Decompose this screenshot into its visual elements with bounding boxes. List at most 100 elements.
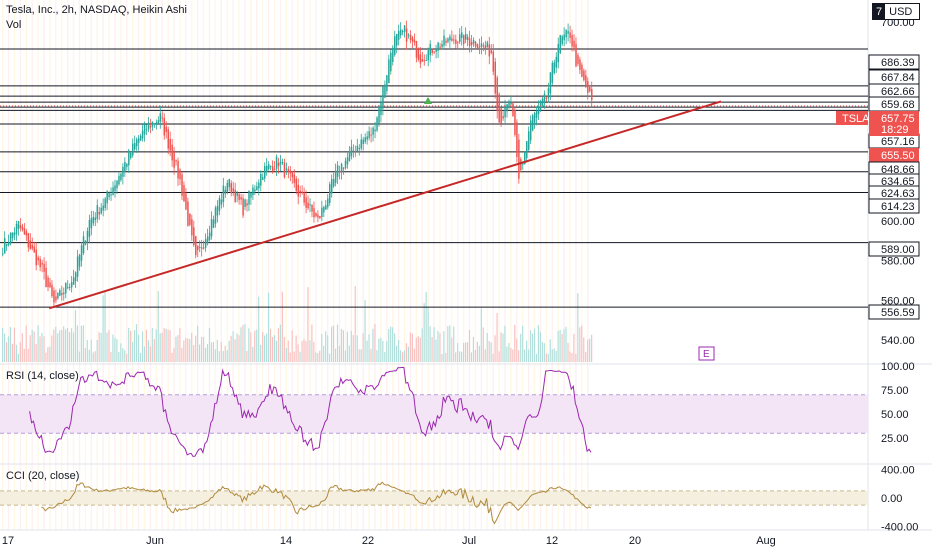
- candle-body: [88, 219, 91, 237]
- volume-bar: [218, 351, 220, 362]
- currency-selector[interactable]: 7 USD: [872, 3, 920, 20]
- volume-bar: [260, 344, 262, 362]
- candle-body: [439, 46, 441, 48]
- candle-body: [76, 256, 79, 277]
- candle-body: [49, 282, 51, 288]
- volume-bar: [327, 335, 329, 362]
- candle-body: [403, 25, 406, 32]
- volume-bar: [526, 340, 528, 362]
- candle-body: [197, 245, 199, 250]
- volume-bar: [334, 348, 337, 362]
- candle-body: [124, 162, 126, 172]
- volume-bar: [506, 346, 508, 362]
- candle-body: [120, 173, 122, 181]
- candle-body: [569, 32, 571, 38]
- volume-bar: [571, 353, 573, 362]
- candle-body: [159, 113, 162, 122]
- volume-bar: [139, 353, 142, 362]
- volume-bar: [230, 335, 232, 362]
- session-stripe: [545, 0, 548, 530]
- candle-body: [555, 56, 558, 68]
- session-stripe: [232, 0, 234, 530]
- candle-body: [571, 35, 573, 47]
- candle-body: [563, 34, 565, 41]
- volume-bar: [591, 334, 593, 362]
- candle-body: [98, 211, 101, 215]
- candle-body: [187, 201, 189, 226]
- volume-bar: [5, 342, 8, 362]
- candle-body: [579, 59, 581, 70]
- session-stripe: [309, 0, 311, 530]
- volume-bar: [53, 329, 55, 362]
- volume-bar: [37, 325, 39, 362]
- volume-bar: [512, 349, 514, 362]
- volume-bar: [329, 353, 331, 362]
- candle-body: [189, 213, 191, 225]
- level-lines: [0, 48, 868, 308]
- session-stripe: [226, 0, 228, 530]
- session-stripe: [143, 0, 146, 530]
- volume-bar: [78, 351, 81, 362]
- volume-bar: [421, 328, 423, 362]
- volume-bar: [171, 352, 173, 362]
- candle-body: [169, 139, 171, 151]
- candle-body: [551, 63, 554, 83]
- candle-body: [165, 126, 168, 133]
- candle-body: [342, 167, 345, 169]
- volume-bar: [547, 353, 549, 362]
- volume-bar: [529, 330, 532, 362]
- session-stripe: [96, 0, 98, 530]
- candle-body: [348, 151, 351, 161]
- candle-body: [291, 171, 294, 178]
- candle-body: [423, 60, 426, 62]
- volume-bar: [277, 328, 279, 362]
- candle-body: [447, 38, 449, 42]
- level-label-box: [869, 148, 919, 162]
- candle-body: [7, 242, 10, 245]
- session-stripe: [533, 0, 536, 530]
- session-stripe: [126, 0, 128, 530]
- rsi-tick: 50.00: [881, 409, 909, 421]
- candle-body: [224, 189, 227, 194]
- candle-body: [405, 28, 408, 42]
- candle-body: [279, 161, 282, 165]
- candle-body: [522, 163, 524, 165]
- candle-body: [82, 236, 85, 254]
- candle-body: [149, 125, 152, 128]
- session-stripe: [433, 0, 435, 530]
- candle-body: [230, 183, 233, 194]
- volume-bar: [480, 308, 482, 362]
- volume-bar: [431, 336, 433, 362]
- price-tick: 560.00: [881, 295, 915, 307]
- volume-bar: [254, 330, 256, 362]
- candle-body: [137, 138, 140, 143]
- volume-bar: [425, 291, 427, 362]
- candle-body: [427, 50, 430, 61]
- candle-body: [490, 50, 493, 53]
- candle-body: [441, 43, 443, 48]
- candle-body: [575, 44, 577, 67]
- volume-bar: [423, 303, 425, 362]
- candle-body: [526, 141, 528, 159]
- session-stripe: [137, 0, 140, 530]
- candle-body: [401, 30, 404, 33]
- candle-body: [214, 207, 217, 224]
- volume-bar: [451, 337, 453, 362]
- candle-body: [51, 284, 53, 297]
- bar-countdown: 18:29: [881, 124, 909, 136]
- candle-body: [78, 254, 81, 267]
- candle-body: [15, 223, 18, 234]
- volume-bar: [531, 333, 534, 362]
- level-label: 655.50: [881, 150, 915, 162]
- candle-body: [384, 84, 386, 98]
- volume-bar: [3, 333, 6, 362]
- session-stripe: [445, 0, 447, 530]
- candle-body: [330, 179, 333, 194]
- session-stripe: [504, 0, 506, 530]
- candle-body: [315, 212, 317, 217]
- volume-bar: [17, 353, 19, 362]
- cci-axis: 400.00 0.00 -400.00: [881, 465, 918, 534]
- candle-body: [135, 139, 138, 147]
